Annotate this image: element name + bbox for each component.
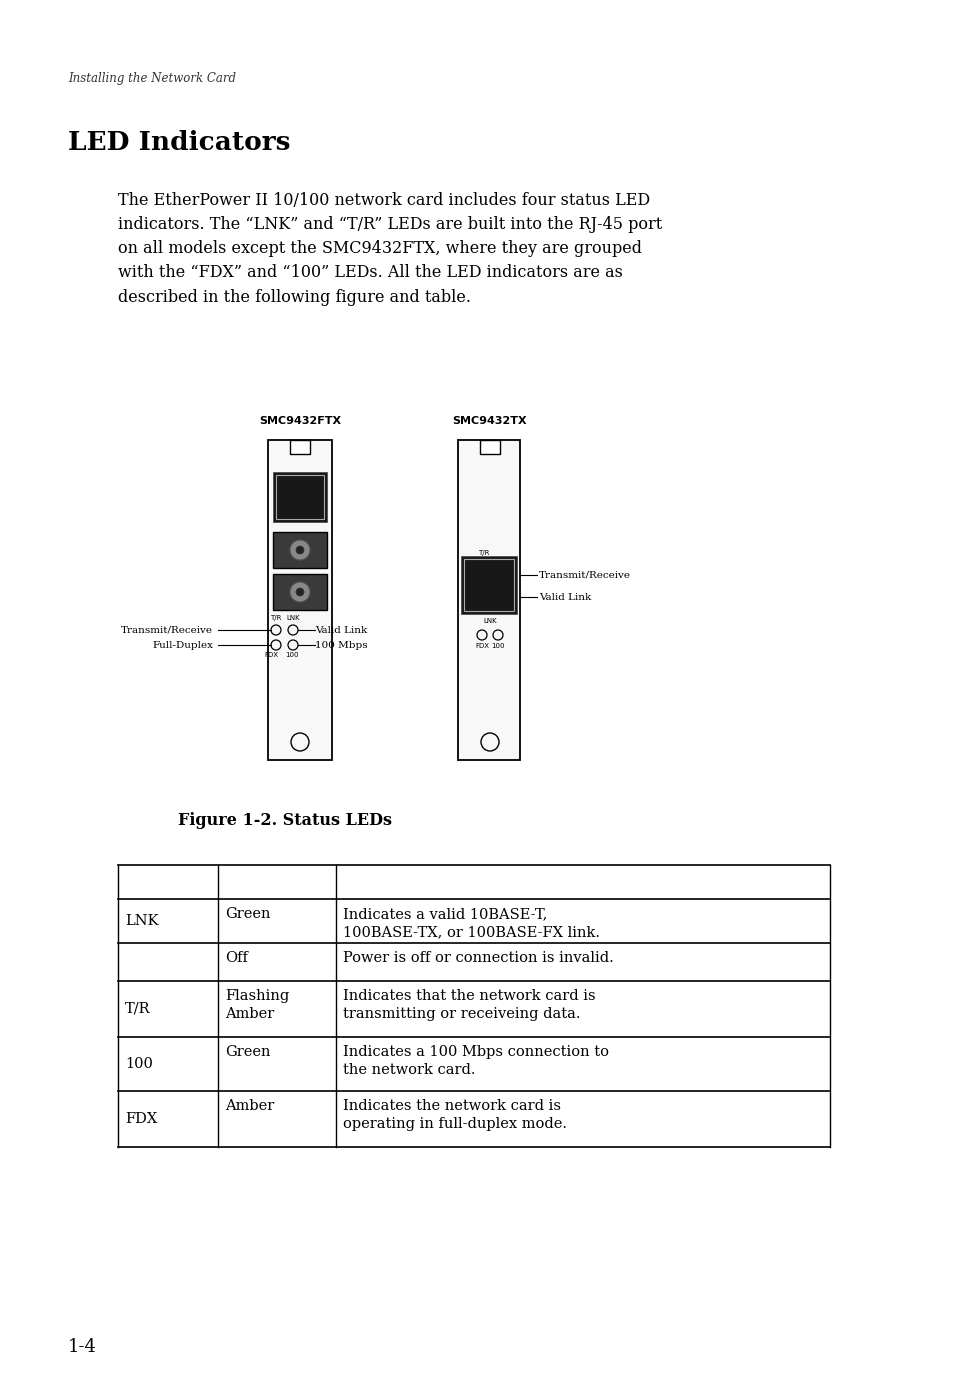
Circle shape <box>295 589 304 595</box>
Bar <box>460 557 517 613</box>
Text: Valid Link: Valid Link <box>538 593 591 601</box>
Text: 1-4: 1-4 <box>68 1338 97 1356</box>
Text: 100: 100 <box>491 643 504 650</box>
Circle shape <box>295 545 304 554</box>
Text: Transmit/Receive: Transmit/Receive <box>538 570 630 580</box>
Text: Off: Off <box>225 951 248 965</box>
Text: T/R: T/R <box>270 615 281 620</box>
Text: The EtherPower II 10/100 network card includes four status LED
indicators. The “: The EtherPower II 10/100 network card in… <box>118 192 661 305</box>
Text: Indicates the network card is
operating in full-duplex mode.: Indicates the network card is operating … <box>343 1099 566 1131</box>
Text: LED Indicators: LED Indicators <box>68 130 291 155</box>
Bar <box>273 532 327 568</box>
Text: 100: 100 <box>125 1058 152 1072</box>
Text: FDX: FDX <box>264 652 277 658</box>
Text: Green: Green <box>225 1045 271 1059</box>
Text: Transmit/Receive: Transmit/Receive <box>121 626 213 634</box>
Text: SMC9432TX: SMC9432TX <box>453 416 527 426</box>
Text: Figure 1-2. Status LEDs: Figure 1-2. Status LEDs <box>178 812 392 829</box>
Text: T/R: T/R <box>125 1002 151 1016</box>
Text: Green: Green <box>225 906 271 922</box>
Polygon shape <box>290 440 310 454</box>
Polygon shape <box>457 440 519 761</box>
Text: Flashing
Amber: Flashing Amber <box>225 990 289 1022</box>
Text: T/R: T/R <box>477 550 489 557</box>
Text: FDX: FDX <box>125 1112 157 1126</box>
Text: Power is off or connection is invalid.: Power is off or connection is invalid. <box>343 951 613 965</box>
Text: Installing the Network Card: Installing the Network Card <box>68 72 235 85</box>
Bar <box>463 559 514 611</box>
Text: SMC9432FTX: SMC9432FTX <box>258 416 341 426</box>
Bar <box>275 475 324 519</box>
Text: Indicates a valid 10BASE-T,
100BASE-TX, or 100BASE-FX link.: Indicates a valid 10BASE-T, 100BASE-TX, … <box>343 906 599 940</box>
Bar <box>273 575 327 609</box>
Polygon shape <box>268 440 332 761</box>
Text: LNK: LNK <box>286 615 299 620</box>
Text: Valid Link: Valid Link <box>314 626 367 634</box>
Text: FDX: FDX <box>475 643 489 650</box>
Text: Amber: Amber <box>225 1099 274 1113</box>
Text: 100: 100 <box>285 652 298 658</box>
Polygon shape <box>479 440 499 454</box>
Bar <box>273 472 327 522</box>
Circle shape <box>290 540 310 559</box>
Text: LNK: LNK <box>482 618 497 625</box>
Text: Indicates that the network card is
transmitting or receiveing data.: Indicates that the network card is trans… <box>343 990 595 1022</box>
Text: Full-Duplex: Full-Duplex <box>152 640 213 650</box>
Text: LNK: LNK <box>125 915 158 929</box>
Text: Indicates a 100 Mbps connection to
the network card.: Indicates a 100 Mbps connection to the n… <box>343 1045 608 1077</box>
Circle shape <box>290 582 310 602</box>
Text: 100 Mbps: 100 Mbps <box>314 640 367 650</box>
